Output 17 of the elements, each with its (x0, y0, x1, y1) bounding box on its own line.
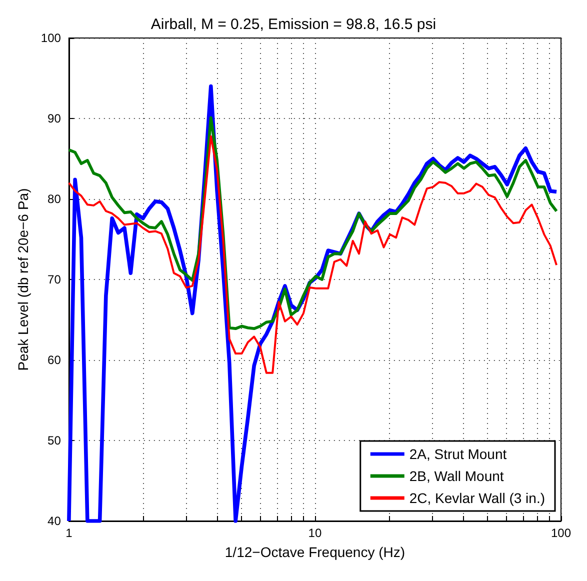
y-tick-label: 100 (40, 31, 62, 45)
x-axis-title: 1/12−Octave Frequency (Hz) (224, 544, 406, 560)
y-tick-label: 50 (48, 434, 62, 448)
legend-label: 2C, Kevlar Wall (3 in.) (409, 490, 545, 506)
x-tick-label: 100 (550, 526, 572, 540)
legend-label: 2B, Wall Mount (409, 468, 504, 484)
y-axis-title: Peak Level (db ref 20e−6 Pa) (15, 188, 31, 371)
y-tick-label: 60 (48, 353, 62, 367)
x-tick-label: 1 (66, 526, 73, 540)
y-tick-label: 90 (48, 112, 62, 126)
y-tick-label: 70 (48, 272, 62, 286)
line-series (68, 135, 558, 374)
y-tick-label: 40 (48, 514, 62, 528)
chart-title: Airball, M = 0.25, Emission = 98.8, 16.5 psi (150, 16, 436, 33)
y-tick-label: 80 (48, 192, 62, 206)
x-tick-label: 10 (308, 526, 322, 540)
legend-label: 2A, Strut Mount (409, 446, 507, 462)
